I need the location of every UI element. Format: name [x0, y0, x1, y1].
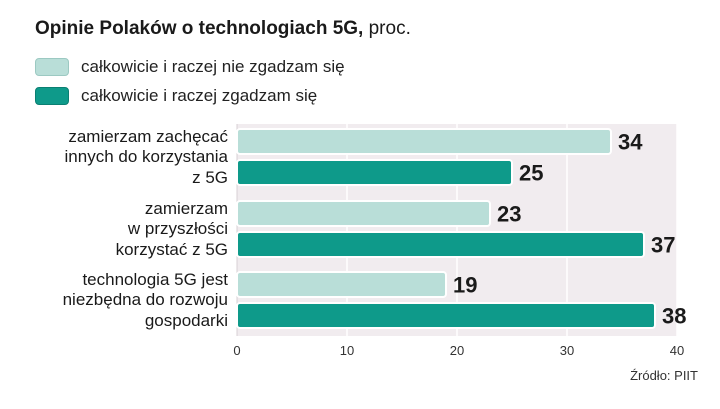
x-tick-label-2: 20: [450, 343, 464, 358]
legend-label-disagree: całkowicie i raczej nie zgadzam się: [81, 57, 345, 76]
x-tick-label-0: 0: [233, 343, 240, 358]
bar-s0-c1: [236, 200, 491, 227]
data-label-s1-c2: 38: [662, 304, 686, 329]
x-tick-label-3: 30: [560, 343, 574, 358]
chart-title: Opinie Polaków o technologiach 5G, proc.: [35, 18, 411, 40]
category-label-1-line-2: korzystać z 5G: [116, 240, 228, 259]
chart-title-main: Opinie Polaków o technologiach 5G,: [35, 18, 364, 39]
data-label-s0-c0: 34: [618, 130, 643, 155]
source-note: Źródło: PIIT: [630, 368, 698, 383]
data-label-s1-c0: 25: [519, 161, 543, 186]
chart-title-unit: proc.: [368, 18, 411, 39]
category-label-0-line-1: innych do korzystania: [65, 147, 229, 166]
category-label-2-line-1: niezbędna do rozwoju: [63, 290, 228, 309]
legend-swatch-disagree: [35, 58, 69, 76]
legend-label-agree: całkowicie i raczej zgadzam się: [81, 86, 318, 105]
x-tick-label-1: 10: [340, 343, 354, 358]
category-label-2-line-0: technologia 5G jest: [82, 270, 228, 289]
bar-s1-c0: [236, 159, 513, 186]
bar-s0-c0: [236, 128, 612, 155]
data-label-s1-c1: 37: [651, 233, 675, 258]
bar-s1-c1: [236, 231, 645, 258]
bar-s1-c2: [236, 302, 656, 329]
category-label-0-line-0: zamierzam zachęcać: [68, 127, 228, 146]
category-label-0-line-2: z 5G: [192, 168, 228, 187]
legend-swatch-agree: [35, 87, 69, 105]
bar-s0-c2: [236, 271, 447, 298]
x-tick-label-4: 40: [670, 343, 684, 358]
data-label-s0-c1: 23: [497, 202, 521, 227]
category-label-1-line-1: w przyszłości: [127, 219, 228, 238]
legend-item-disagree: całkowicie i raczej nie zgadzam się: [35, 56, 345, 78]
category-label-1-line-0: zamierzam: [145, 199, 228, 218]
legend-item-agree: całkowicie i raczej zgadzam się: [35, 85, 317, 107]
category-label-2-line-2: gospodarki: [145, 311, 228, 330]
data-label-s0-c2: 19: [453, 273, 477, 298]
